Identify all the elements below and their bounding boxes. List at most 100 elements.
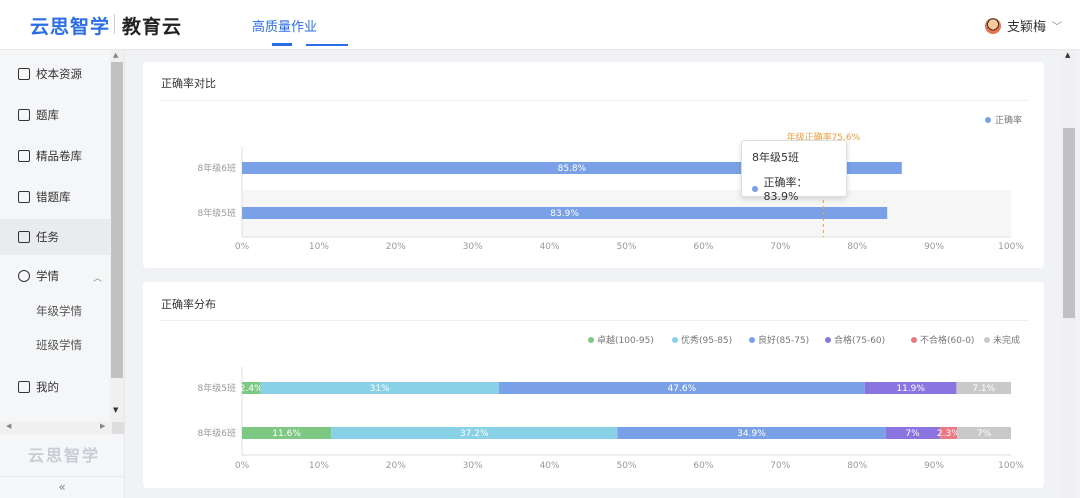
sidebar: 校本资源 题库 精品卷库 错题库 任务 学情 ︿ 年级学情 班级学情 我的 ▲ … <box>0 50 125 498</box>
scroll-right-icon[interactable]: ▶ <box>100 422 106 430</box>
scrollbar-thumb[interactable] <box>1063 128 1075 318</box>
bar <box>242 162 902 174</box>
collapse-sidebar-button[interactable]: « <box>0 476 124 498</box>
x-tick-label: 30% <box>463 461 483 471</box>
card-title: 正确率分布 <box>161 298 216 311</box>
segment-data-label: 2.3% <box>937 429 960 439</box>
scroll-up-icon[interactable]: ▲ <box>1065 51 1071 59</box>
accuracy-distribution-card: 正确率分布 0% 10% 20% 30% 40% 50% 60% 70% 80% 90% 100% 8… <box>143 282 1044 488</box>
scroll-down-icon[interactable]: ▼ <box>113 406 119 414</box>
tooltip-title: 8年级5班 <box>752 151 799 164</box>
sidebar-item-my[interactable]: 我的 <box>0 369 110 405</box>
legend-dot <box>911 337 917 343</box>
user-menu[interactable]: 支颖梅 ﹀ <box>985 16 1062 35</box>
scroll-left-icon[interactable]: ◀ <box>6 422 12 430</box>
accuracy-comparison-card: 正确率对比 0% 10% 20% 30% 40% 50% 60% 70% 80% 90% 100% 8… <box>143 62 1044 268</box>
y-tick-label: 8年级5班 <box>198 382 236 394</box>
segment-data-label: 2.4% <box>240 384 263 394</box>
segment-data-label: 7% <box>977 429 992 439</box>
legend-label: 未完成 <box>993 334 1020 346</box>
legend-dot <box>985 117 991 123</box>
legend-dot <box>588 337 594 343</box>
scroll-up-icon[interactable]: ▲ <box>113 51 119 59</box>
x-tick-label: 20% <box>386 461 406 471</box>
sidebar-item-paper-library[interactable]: 精品卷库 <box>0 138 110 174</box>
sidebar-item-label: 精品卷库 <box>36 149 82 163</box>
sidebar-item-label: 学情 <box>36 269 59 283</box>
my-icon <box>18 381 30 393</box>
chevron-up-icon[interactable]: ︿ <box>93 274 103 284</box>
segment-data-label: 34.9% <box>737 429 766 439</box>
legend-dot <box>825 337 831 343</box>
y-tick-label: 8年级6班 <box>198 427 236 439</box>
task-icon <box>18 231 30 243</box>
sidebar-subitem-class-analytics[interactable]: 班级学情 <box>36 338 82 352</box>
divider <box>161 320 1028 321</box>
x-tick-label: 60% <box>693 242 713 252</box>
x-tick-label: 80% <box>847 461 867 471</box>
x-tick-label: 50% <box>616 461 636 471</box>
sidebar-item-wrong-questions[interactable]: 错题库 <box>0 179 110 215</box>
sidebar-item-analytics[interactable]: 学情 <box>0 258 110 294</box>
stacked-bar-segment <box>617 427 886 439</box>
sidebar-item-label: 任务 <box>36 230 59 244</box>
logo[interactable]: 云思智学 <box>30 16 111 38</box>
y-tick-label: 8年级6班 <box>198 162 236 174</box>
logo-divider <box>114 14 115 34</box>
segment-data-label: 7.1% <box>972 384 995 394</box>
sidebar-scrollbar[interactable]: ▲ ▼ <box>110 50 124 422</box>
tooltip-label: 正确率：83.9% <box>763 176 808 203</box>
segment-data-label: 11.6% <box>272 429 301 439</box>
stacked-bar-segment <box>498 382 865 394</box>
paper-library-icon <box>18 150 30 162</box>
tooltip-row: 正确率：83.9% <box>752 174 836 203</box>
scrollbar-thumb[interactable] <box>111 62 123 378</box>
x-tick-label: 40% <box>540 461 560 471</box>
main-scrollbar[interactable]: ▲ <box>1062 50 1076 498</box>
chart-tooltip: 8年级5班 正确率：83.9% <box>741 140 847 203</box>
bar <box>242 207 888 219</box>
y-tick-label: 8年级5班 <box>198 207 236 219</box>
segment-data-label: 7% <box>905 429 920 439</box>
tooltip-dot <box>752 185 758 192</box>
legend-label: 不合格(60-0) <box>920 334 974 346</box>
sidebar-item-label: 错题库 <box>36 190 71 204</box>
user-name: 支颖梅 <box>1007 20 1047 35</box>
x-tick-label: 100% <box>998 461 1024 471</box>
sidebar-item-tasks[interactable]: 任务 <box>0 219 110 255</box>
x-tick-label: 80% <box>847 242 867 252</box>
sidebar-subitem-grade-analytics[interactable]: 年级学情 <box>36 304 82 318</box>
x-tick-label: 0% <box>235 242 250 252</box>
legend-dot <box>984 337 990 343</box>
x-tick-label: 20% <box>386 242 406 252</box>
x-tick-label: 100% <box>998 242 1024 252</box>
segment-data-label: 11.9% <box>896 384 925 394</box>
chevron-down-icon: ﹀ <box>1052 22 1063 33</box>
x-tick-label: 10% <box>309 242 329 252</box>
x-tick-label: 40% <box>540 242 560 252</box>
sidebar-brand: 云思智学 <box>28 446 101 465</box>
sidebar-item-label: 题库 <box>36 108 59 122</box>
x-tick-label: 70% <box>770 242 790 252</box>
tab-high-quality-homework[interactable]: 高质量作业 <box>252 20 318 35</box>
x-tick-label: 70% <box>770 461 790 471</box>
segment-data-label: 31% <box>370 384 390 394</box>
sidebar-item-question-bank[interactable]: 题库 <box>0 97 110 133</box>
x-tick-label: 50% <box>616 242 636 252</box>
segment-data-label: 37.2% <box>460 429 489 439</box>
legend-label: 卓越(100-95) <box>597 334 654 346</box>
card-title: 正确率对比 <box>161 77 216 90</box>
resource-icon <box>18 68 30 80</box>
top-header: 云思智学 教育云 高质量作业 支颖梅 ﹀ <box>0 0 1080 50</box>
divider <box>161 100 1028 101</box>
stacked-bar-segment <box>956 382 1011 394</box>
active-tab-indicator <box>272 43 348 46</box>
wrong-question-icon <box>18 191 30 203</box>
stacked-bar-segment <box>939 427 958 439</box>
bar-data-label: 83.9% <box>550 209 579 219</box>
sidebar-horizontal-scrollbar[interactable]: ◀ ▶ <box>0 422 124 434</box>
sidebar-item-resources[interactable]: 校本资源 <box>0 56 110 92</box>
analytics-icon <box>18 270 30 282</box>
x-tick-label: 90% <box>924 461 944 471</box>
question-bank-icon <box>18 109 30 121</box>
